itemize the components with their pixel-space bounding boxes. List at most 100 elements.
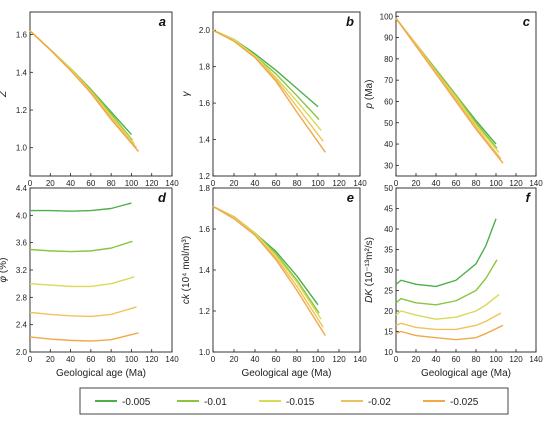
x-axis-title: Geological age (Ma) (241, 368, 331, 379)
x-tick-label: 100 (125, 355, 139, 364)
series-line-2 (395, 259, 498, 306)
x-tick-label: 120 (332, 355, 346, 364)
y-tick-label: 1.2 (199, 307, 211, 316)
panel-letter: e (347, 190, 354, 205)
legend-label: -0.015 (286, 397, 315, 408)
series-line-5 (29, 332, 139, 342)
y-tick-label: 30 (384, 161, 393, 170)
x-tick-label: 140 (165, 179, 179, 188)
x-tick-label: 40 (432, 355, 441, 364)
legend-entry: -0.025 (423, 397, 479, 408)
x-tick-label: 100 (125, 179, 139, 188)
series-line-3 (395, 294, 500, 320)
legend-entry: -0.005 (95, 397, 151, 408)
series-line-3 (212, 29, 322, 131)
x-tick-label: 60 (452, 179, 461, 188)
x-tick-label: 20 (46, 355, 55, 364)
x-tick-label: 0 (28, 179, 33, 188)
series-line-5 (29, 30, 140, 152)
x-tick-label: 40 (251, 355, 260, 364)
y-tick-label: 1.6 (16, 31, 28, 40)
x-tick-label: 80 (293, 355, 302, 364)
x-tick-label: 80 (107, 179, 116, 188)
y-tick-label: 10 (384, 348, 393, 357)
series-line-4 (395, 17, 502, 160)
y-axis-title: p (Ma) (364, 80, 375, 110)
y-tick-label: 50 (384, 119, 393, 128)
x-tick-label: 20 (230, 355, 239, 364)
y-tick-label: 2.0 (16, 348, 28, 357)
x-tick-label: 80 (293, 179, 302, 188)
y-tick-label: 30 (384, 266, 393, 275)
x-tick-label: 0 (211, 179, 216, 188)
x-axis-title: Geological age (Ma) (56, 368, 146, 379)
legend: -0.005 -0.01 -0.015 -0.02 -0.025 (79, 387, 509, 415)
series-line-2 (212, 29, 320, 120)
plot-frame (395, 11, 537, 177)
x-tick-label: 120 (509, 355, 523, 364)
panel-f: 0 20 40 60 80 100 120 140 10 15 20 25 30 35 40 45 50 f DK … (364, 184, 543, 379)
x-tick-label: 100 (489, 179, 503, 188)
series-line-5 (212, 205, 326, 336)
x-tick-label: 100 (489, 355, 503, 364)
panel-letter: b (346, 14, 354, 29)
x-tick-label: 120 (509, 179, 523, 188)
series-line-1 (395, 218, 497, 288)
y-tick-label: 4.0 (16, 211, 28, 220)
x-tick-label: 80 (472, 355, 481, 364)
y-tick-label: 1.6 (199, 225, 211, 234)
y-tick-label: 25 (384, 287, 393, 296)
x-tick-label: 60 (452, 355, 461, 364)
y-tick-label: 60 (384, 97, 393, 106)
y-tick-label: 4.4 (16, 184, 28, 193)
panel-letter: a (159, 14, 166, 29)
series-line-5 (212, 29, 326, 153)
plot-frame (29, 187, 173, 353)
x-tick-label: 20 (412, 355, 421, 364)
series-line-5 (395, 17, 504, 164)
panel-b: 0 20 40 60 80 100 120 140 1.2 1.4 1.6 1.8 2.0 b γ (181, 11, 367, 188)
y-tick-label: 40 (384, 140, 393, 149)
x-tick-label: 40 (66, 179, 75, 188)
y-tick-label: 3.2 (16, 266, 28, 275)
x-tick-label: 120 (332, 179, 346, 188)
x-tick-label: 100 (311, 179, 325, 188)
y-tick-label: 50 (384, 184, 393, 193)
x-tick-label: 40 (66, 355, 75, 364)
x-tick-label: 80 (107, 355, 116, 364)
x-tick-label: 140 (529, 179, 543, 188)
y-tick-label: 70 (384, 76, 393, 85)
y-tick-label: 35 (384, 246, 393, 255)
panel-e: 0 20 40 60 80 100 120 140 1.0 1.2 1.4 1.6 1.8 e ck (10… (181, 184, 367, 379)
x-tick-label: 0 (211, 355, 216, 364)
y-tick-label: 3.6 (16, 239, 28, 248)
y-axis-title: γ (181, 91, 192, 97)
x-tick-label: 140 (529, 355, 543, 364)
x-tick-label: 60 (272, 355, 281, 364)
y-tick-label: 1.4 (199, 266, 211, 275)
x-tick-label: 120 (145, 179, 159, 188)
plot-frame (29, 11, 173, 177)
y-tick-label: 80 (384, 55, 393, 64)
y-tick-label: 20 (384, 307, 393, 316)
x-tick-label: 20 (230, 179, 239, 188)
y-axis-title: Z (0, 90, 9, 98)
legend-label: -0.02 (368, 397, 391, 408)
y-axis-title: φ (%) (0, 258, 9, 283)
y-tick-label: 1.8 (199, 184, 211, 193)
panel-letter: f (526, 190, 532, 205)
y-tick-label: 40 (384, 225, 393, 234)
x-axis-title: Geological age (Ma) (421, 368, 511, 379)
y-tick-label: 1.2 (16, 106, 28, 115)
x-tick-label: 0 (28, 355, 33, 364)
panel-a: 0 20 40 60 80 100 120 140 1.0 1.2 1.4 1.6 a Z (0, 11, 179, 188)
y-tick-label: 1.4 (16, 68, 28, 77)
x-tick-label: 40 (432, 179, 441, 188)
series-line-2 (29, 240, 133, 253)
legend-label: -0.01 (204, 397, 227, 408)
series-line-5 (395, 324, 504, 341)
y-tick-label: 90 (384, 34, 393, 43)
y-tick-label: 2.8 (16, 293, 28, 302)
y-tick-label: 1.6 (199, 99, 211, 108)
